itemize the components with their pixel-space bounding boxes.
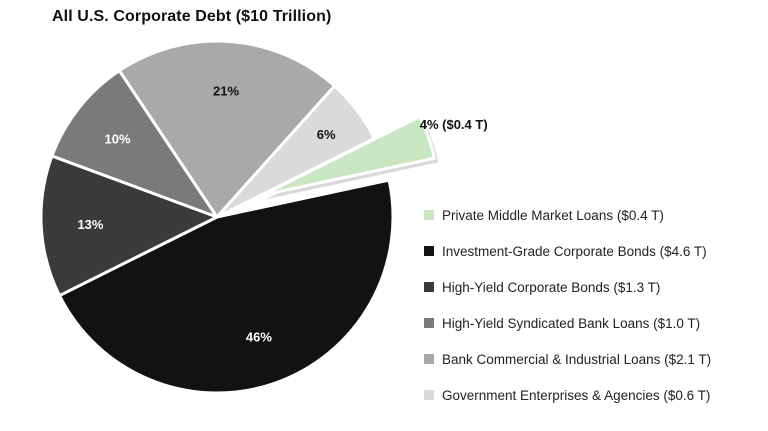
pie-slice-label: 10%: [105, 131, 131, 146]
legend-item: Government Enterprises & Agencies ($0.6 …: [424, 377, 711, 413]
pie-slice: [50, 69, 219, 219]
legend-swatch: [424, 246, 434, 256]
legend-item: Private Middle Market Loans ($0.4 T): [424, 197, 711, 233]
pie-slice: [117, 39, 337, 219]
legend-item: Investment-Grade Corporate Bonds ($4.6 T…: [424, 233, 711, 269]
legend-item: High-Yield Corporate Bonds ($1.3 T): [424, 269, 711, 305]
pie-slice: [260, 115, 436, 197]
legend-swatch: [424, 354, 434, 364]
legend-label: Private Middle Market Loans ($0.4 T): [442, 207, 664, 223]
legend-item: Bank Commercial & Industrial Loans ($2.1…: [424, 341, 711, 377]
pie-slice: [39, 154, 219, 298]
pie-slice-label: 6%: [317, 127, 336, 142]
pie-slice-label: 21%: [213, 84, 239, 99]
legend-swatch: [424, 318, 434, 328]
legend-item: High-Yield Syndicated Bank Loans ($1.0 T…: [424, 305, 711, 341]
pie-slice-label: 13%: [77, 217, 103, 232]
chart-title: All U.S. Corporate Debt ($10 Trillion): [52, 8, 332, 25]
legend-swatch: [424, 282, 434, 292]
legend-swatch: [424, 210, 434, 220]
legend-label: Bank Commercial & Industrial Loans ($2.1…: [442, 351, 712, 367]
legend-label: High-Yield Syndicated Bank Loans ($1.0 T…: [442, 315, 701, 331]
pie-slice-label: 46%: [246, 330, 272, 345]
legend-label: High-Yield Corporate Bonds ($1.3 T): [442, 279, 661, 295]
legend-label: Government Enterprises & Agencies ($0.6 …: [442, 387, 711, 403]
pie-slice: [215, 84, 377, 219]
legend-swatch: [424, 390, 434, 400]
pie-slice-label: 4% ($0.4 T): [420, 117, 488, 132]
legend-label: Investment-Grade Corporate Bonds ($4.6 T…: [442, 243, 707, 259]
pie-slice: [57, 178, 395, 395]
chart-legend: Private Middle Market Loans ($0.4 T) Inve…: [424, 197, 711, 413]
